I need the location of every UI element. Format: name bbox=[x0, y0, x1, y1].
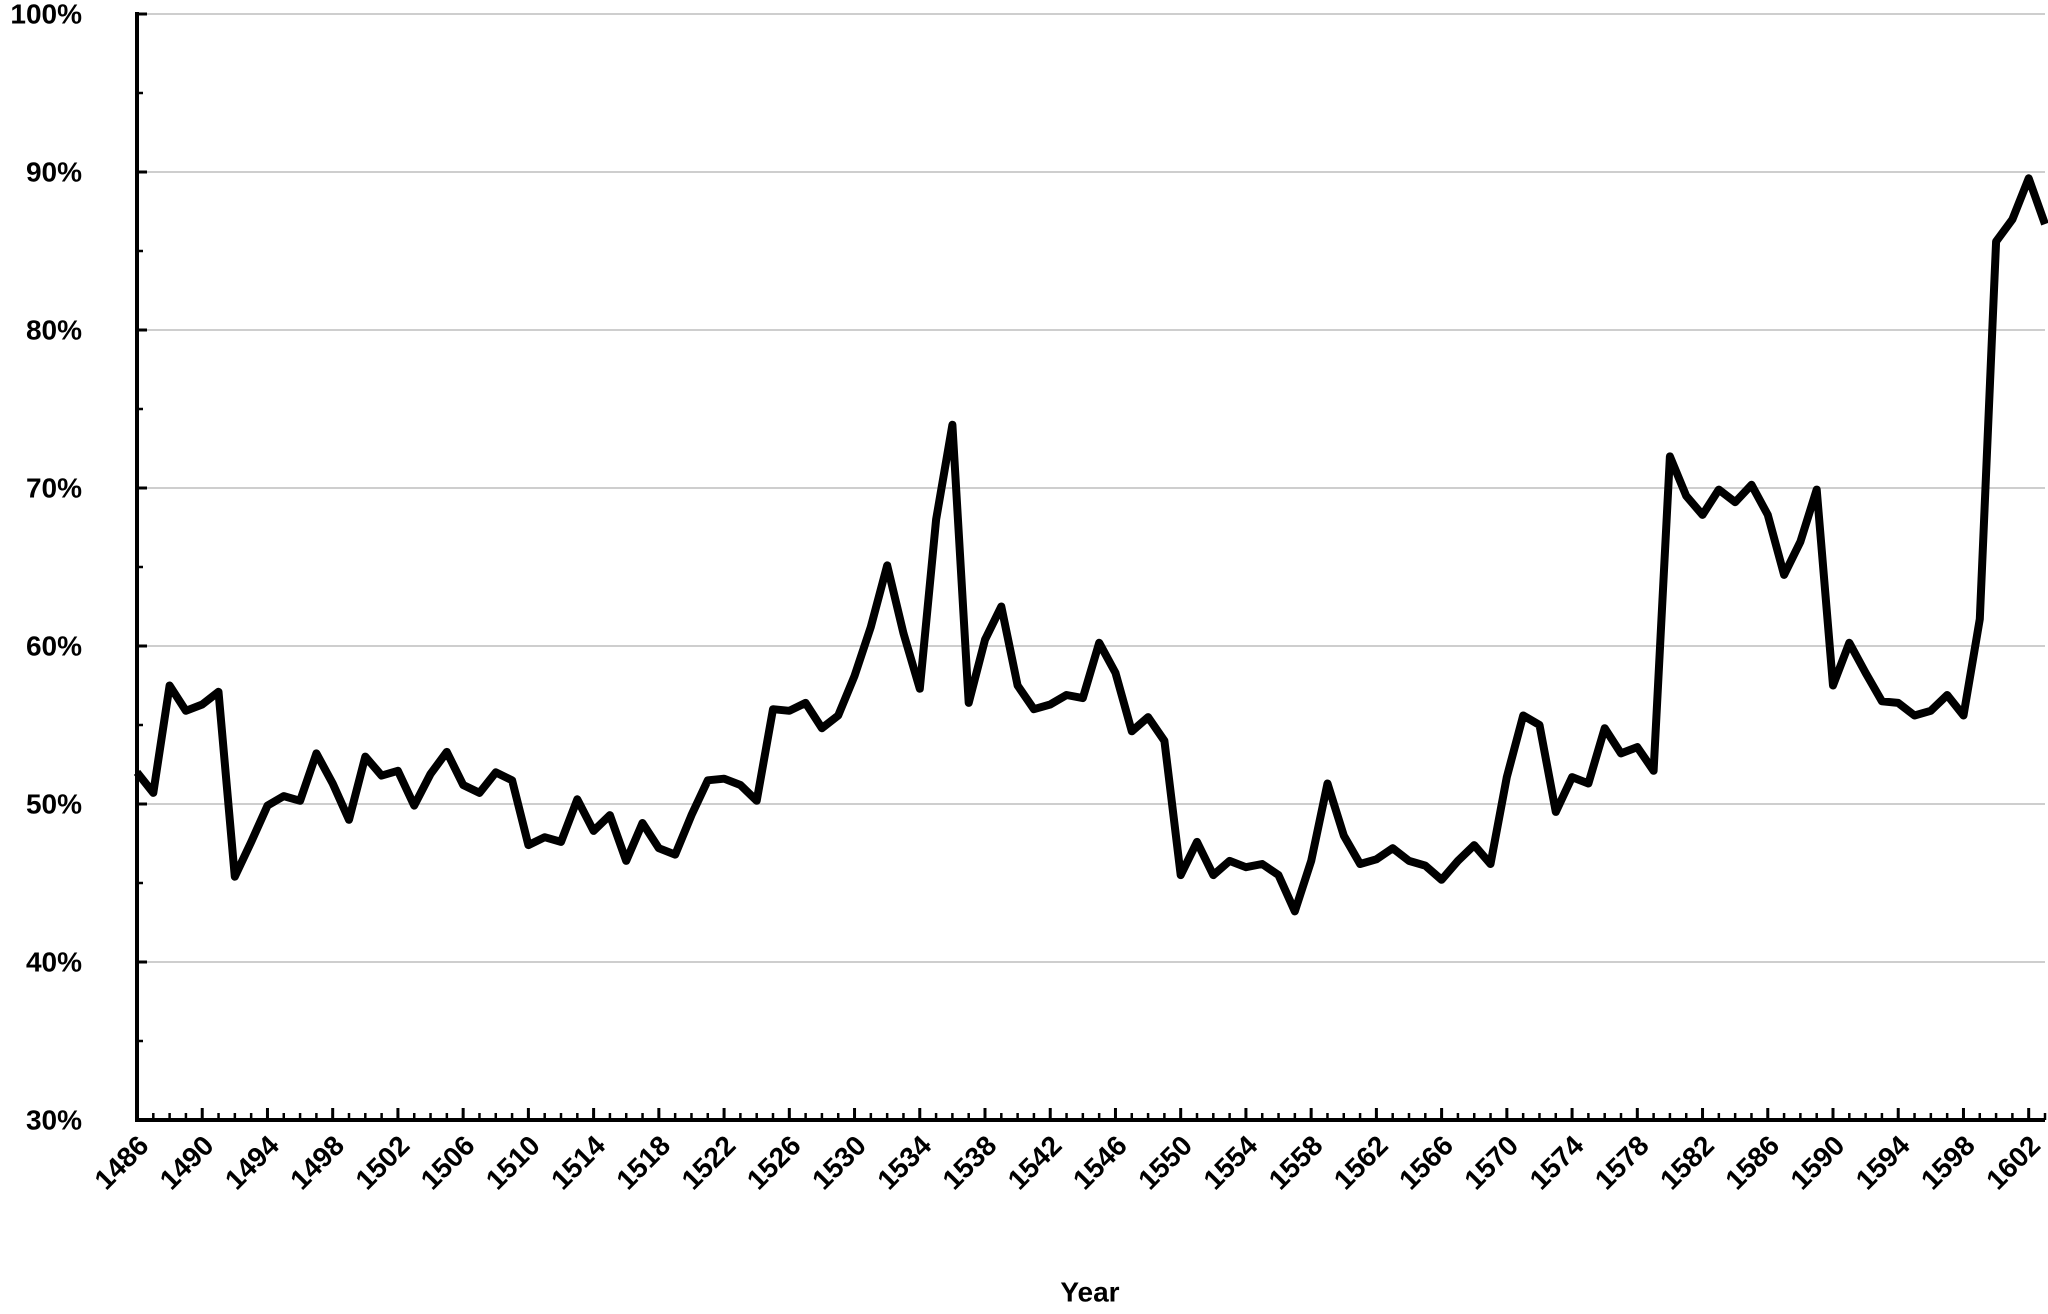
y-tick-label: 80% bbox=[26, 314, 82, 345]
x-tick-label: 1502 bbox=[349, 1130, 415, 1196]
x-tick-label: 1562 bbox=[1328, 1130, 1394, 1196]
x-tick-label: 1566 bbox=[1393, 1130, 1459, 1196]
x-tick-label: 1598 bbox=[1915, 1130, 1981, 1196]
x-tick-label: 1538 bbox=[936, 1130, 1002, 1196]
x-tick-label: 1594 bbox=[1850, 1129, 1916, 1195]
x-tick-label: 1534 bbox=[871, 1129, 937, 1195]
y-tick-label: 50% bbox=[26, 788, 82, 819]
x-tick-label: 1602 bbox=[1980, 1130, 2046, 1196]
y-tick-label: 90% bbox=[26, 156, 82, 187]
x-tick-label: 1490 bbox=[154, 1130, 220, 1196]
x-tick-label: 1570 bbox=[1458, 1130, 1524, 1196]
x-tick-label: 1526 bbox=[741, 1130, 807, 1196]
x-tick-label: 1558 bbox=[1263, 1130, 1329, 1196]
x-tick-label: 1554 bbox=[1197, 1129, 1263, 1195]
y-tick-label: 30% bbox=[26, 1104, 82, 1135]
x-tick-label: 1486 bbox=[88, 1130, 154, 1196]
x-tick-label: 1530 bbox=[806, 1130, 872, 1196]
y-tick-label: 70% bbox=[26, 472, 82, 503]
y-tick-label: 100% bbox=[10, 0, 82, 29]
x-tick-label: 1510 bbox=[480, 1130, 546, 1196]
y-tick-label: 40% bbox=[26, 946, 82, 977]
x-tick-label: 1498 bbox=[284, 1130, 350, 1196]
y-tick-label: 60% bbox=[26, 630, 82, 661]
x-tick-label: 1522 bbox=[676, 1130, 742, 1196]
x-tick-label: 1550 bbox=[1132, 1130, 1198, 1196]
x-tick-label: 1518 bbox=[610, 1130, 676, 1196]
x-tick-label: 1514 bbox=[545, 1129, 611, 1195]
x-tick-label: 1506 bbox=[415, 1130, 481, 1196]
x-tick-label: 1586 bbox=[1719, 1130, 1785, 1196]
x-tick-label: 1578 bbox=[1589, 1130, 1655, 1196]
x-axis-label: Year bbox=[1060, 1276, 1119, 1307]
x-tick-label: 1582 bbox=[1654, 1130, 1720, 1196]
data-line bbox=[133, 174, 2048, 916]
x-tick-label: 1542 bbox=[1002, 1130, 1068, 1196]
x-tick-label: 1494 bbox=[219, 1129, 285, 1195]
x-tick-label: 1574 bbox=[1524, 1129, 1590, 1195]
x-tick-label: 1590 bbox=[1784, 1130, 1850, 1196]
x-tick-label: 1546 bbox=[1067, 1130, 1133, 1196]
